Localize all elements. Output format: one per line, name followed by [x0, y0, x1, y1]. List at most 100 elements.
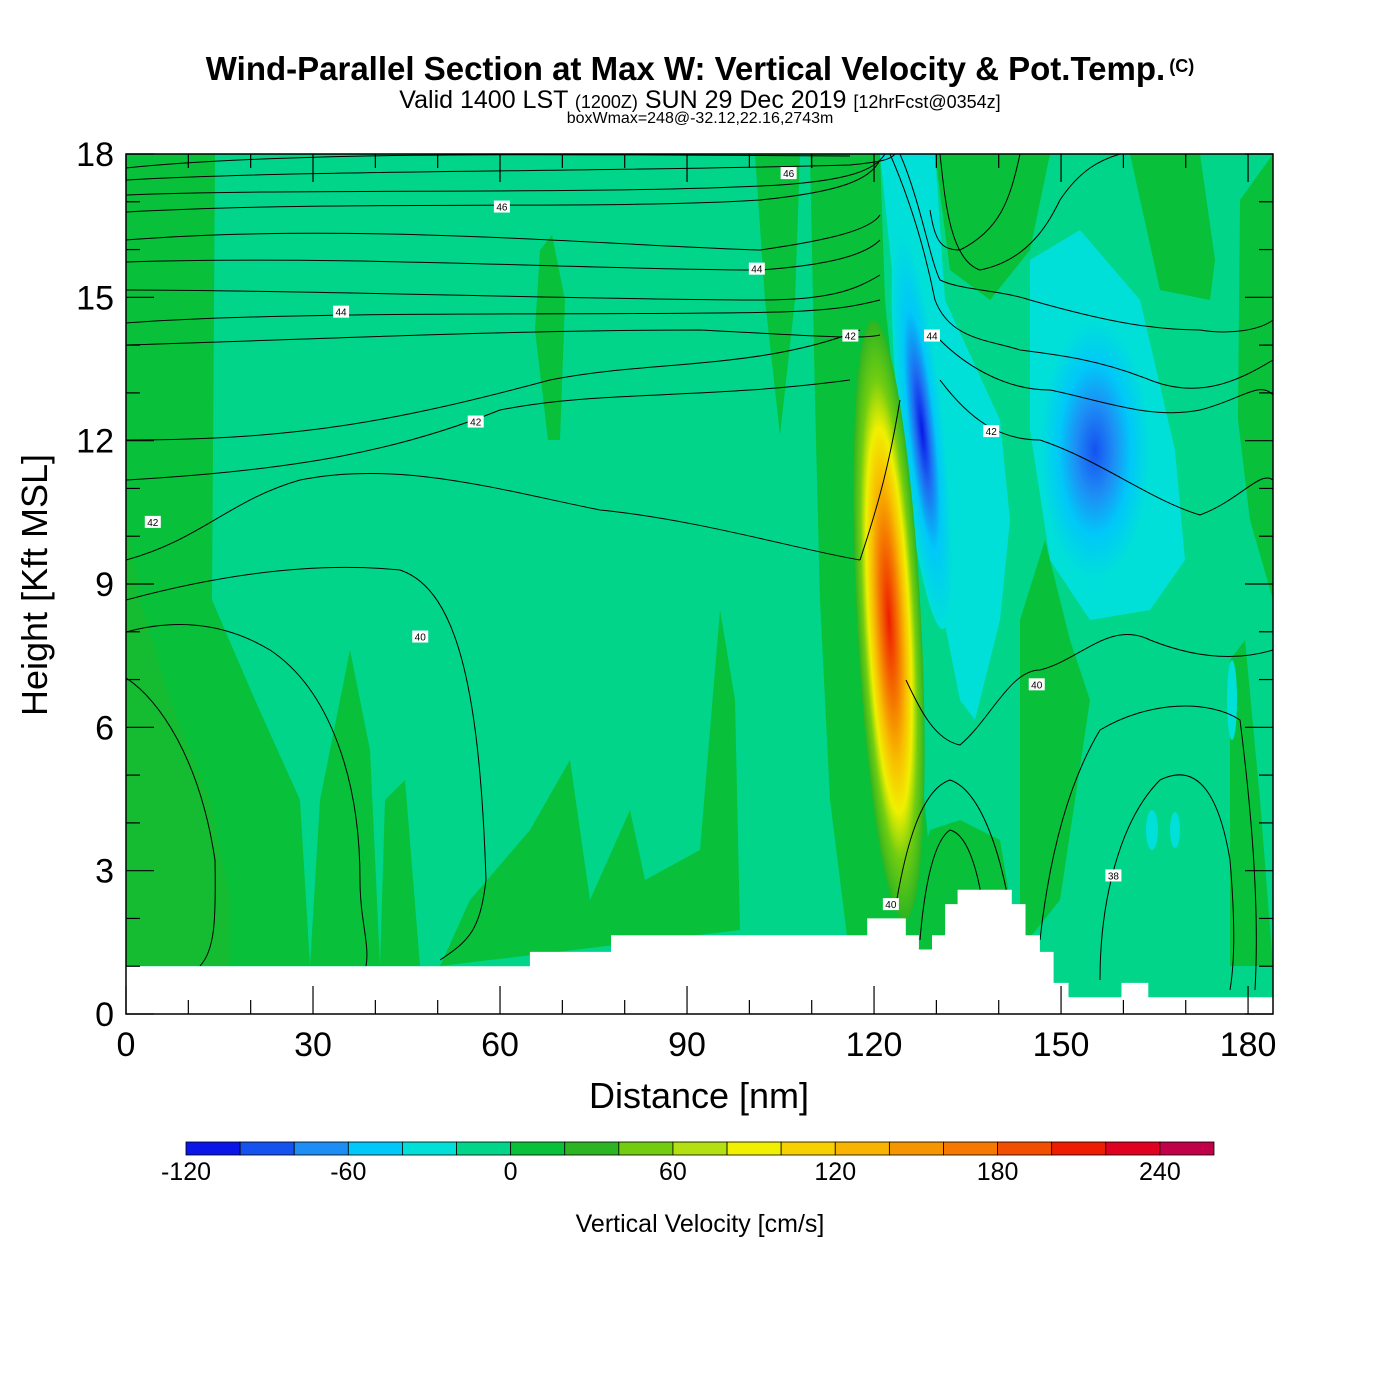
contour-line — [939, 339, 1273, 414]
contour-line — [126, 566, 487, 961]
updraft-band-left-inner — [126, 520, 230, 966]
updraft-band-mid — [310, 650, 380, 966]
chart-title: Wind-Parallel Section at Max W: Vertical… — [0, 50, 1400, 88]
contour-label-text: 42 — [147, 518, 159, 529]
contour-label: 44 — [924, 329, 941, 343]
colorbar-swatch — [185, 1141, 241, 1156]
y-tick-label: 3 — [95, 853, 114, 891]
contour-label: 40 — [882, 898, 899, 911]
colorbar-swatch — [1159, 1141, 1215, 1156]
contour-line — [126, 154, 896, 181]
contour-line — [126, 154, 886, 196]
x-tick-label: 60 — [481, 1026, 519, 1064]
contour-label: 42 — [983, 425, 1000, 438]
downdraft-spot — [1146, 810, 1158, 850]
colorbar-swatch — [943, 1141, 998, 1156]
plot-area: 46 46 44 44 44 42 42 42 42 40 40 40 38 — [126, 154, 1273, 1014]
colorbar-swatch — [1051, 1141, 1107, 1156]
updraft-band-upper — [535, 235, 565, 440]
updraft-core — [853, 320, 925, 920]
contour-line — [929, 154, 1021, 251]
colorbar-swatch — [239, 1141, 295, 1156]
colorbar-swatch — [834, 1141, 890, 1156]
contour-label-bg — [1105, 869, 1122, 882]
contour-line — [126, 214, 881, 251]
colorbar-tick-label: 240 — [1139, 1158, 1181, 1186]
colorbar-swatch — [347, 1141, 403, 1156]
x-tick-label: 180 — [1220, 1026, 1277, 1064]
updraft-band-far-east — [935, 154, 1050, 300]
downdraft-core-west — [891, 231, 953, 629]
valid-date: SUN 29 Dec 2019 — [644, 86, 847, 114]
contour-line — [126, 159, 881, 213]
y-tick-label: 0 — [95, 996, 114, 1034]
downdraft-spot2 — [1170, 812, 1180, 848]
contour-label-text: 44 — [336, 308, 348, 319]
contour-line — [126, 624, 368, 967]
contour-label-bg — [748, 262, 765, 275]
colorbar-tick-label: -120 — [161, 1158, 211, 1186]
colorbar-tick-label: 0 — [504, 1158, 518, 1186]
x-tick-label: 120 — [846, 1026, 903, 1064]
colorbar-ticks: -120 -60 0 60 120 180 240 — [161, 1158, 1181, 1186]
downdraft-spot3 — [1227, 660, 1237, 740]
contour-line — [126, 379, 851, 481]
contour-label: 38 — [1105, 869, 1122, 882]
contour-line — [889, 154, 1273, 389]
y-tick-label: 12 — [76, 423, 114, 461]
x-axis: 0 30 60 90 120 150 180 — [117, 154, 1277, 1064]
terrain-mask — [126, 889, 1273, 1014]
updraft-band-low-east — [1020, 540, 1090, 950]
contour-labels: 46 46 44 44 44 42 42 42 42 40 40 40 38 — [144, 167, 1122, 911]
x-tick-label: 30 — [294, 1026, 332, 1064]
colorbar-swatch — [997, 1141, 1053, 1156]
contour-line — [899, 154, 1273, 333]
contour-line — [126, 472, 861, 561]
y-tick-label: 15 — [76, 279, 114, 317]
y-tick-label: 9 — [95, 566, 114, 604]
colorbar-swatch — [672, 1141, 728, 1156]
colorbar-tick-label: -60 — [330, 1158, 366, 1186]
forecast-info: [12hrFcst@0354z] — [853, 92, 1001, 112]
contour-label-bg — [882, 898, 899, 911]
colorbar-title: Vertical Velocity [cm/s] — [576, 1210, 825, 1238]
contour-label: 44 — [333, 305, 350, 319]
contour-line — [126, 299, 881, 324]
contour-label: 40 — [412, 630, 429, 644]
updraft-band-east — [755, 154, 800, 435]
contour-label-text: 44 — [751, 265, 763, 276]
colorbar-swatch — [402, 1141, 457, 1156]
x-tick-label: 0 — [117, 1026, 136, 1064]
contour-line — [126, 329, 881, 346]
contour-label-bg — [983, 425, 1000, 438]
colorbar — [185, 1141, 1215, 1156]
contour-line — [126, 677, 216, 967]
contour-label-text: 46 — [496, 203, 508, 214]
colorbar-swatch — [780, 1141, 836, 1156]
updraft-band-terrain — [440, 610, 740, 966]
y-tick-label: 18 — [76, 136, 114, 174]
chart-title-text: Wind-Parallel Section at Max W: Vertical… — [205, 50, 1166, 87]
contour-label-bg — [924, 329, 941, 342]
contour-label-text: 42 — [845, 332, 857, 343]
colorbar-swatch — [726, 1141, 782, 1156]
x-tick-label: 150 — [1033, 1026, 1090, 1064]
contour-line — [919, 829, 986, 941]
contour-line — [1039, 705, 1257, 991]
contour-line — [126, 274, 881, 301]
contour-line — [859, 399, 901, 561]
contour-line — [905, 634, 1273, 746]
y-axis: 0 3 6 9 12 15 18 — [76, 136, 1273, 1034]
colorbar-swatch — [1105, 1141, 1161, 1156]
colorbar-swatch — [564, 1141, 620, 1156]
contour-label-bg — [333, 305, 350, 318]
y-axis-title: Height [Kft MSL] — [14, 454, 55, 716]
contour-label-text: 46 — [783, 169, 795, 180]
contour-label: 46 — [493, 200, 510, 214]
contour-line — [939, 154, 1121, 271]
colorbar-tick-label: 60 — [659, 1158, 687, 1186]
colorbar-tick-label: 120 — [814, 1158, 856, 1186]
contour-label-bg — [412, 630, 429, 643]
contour-label: 42 — [144, 515, 161, 529]
